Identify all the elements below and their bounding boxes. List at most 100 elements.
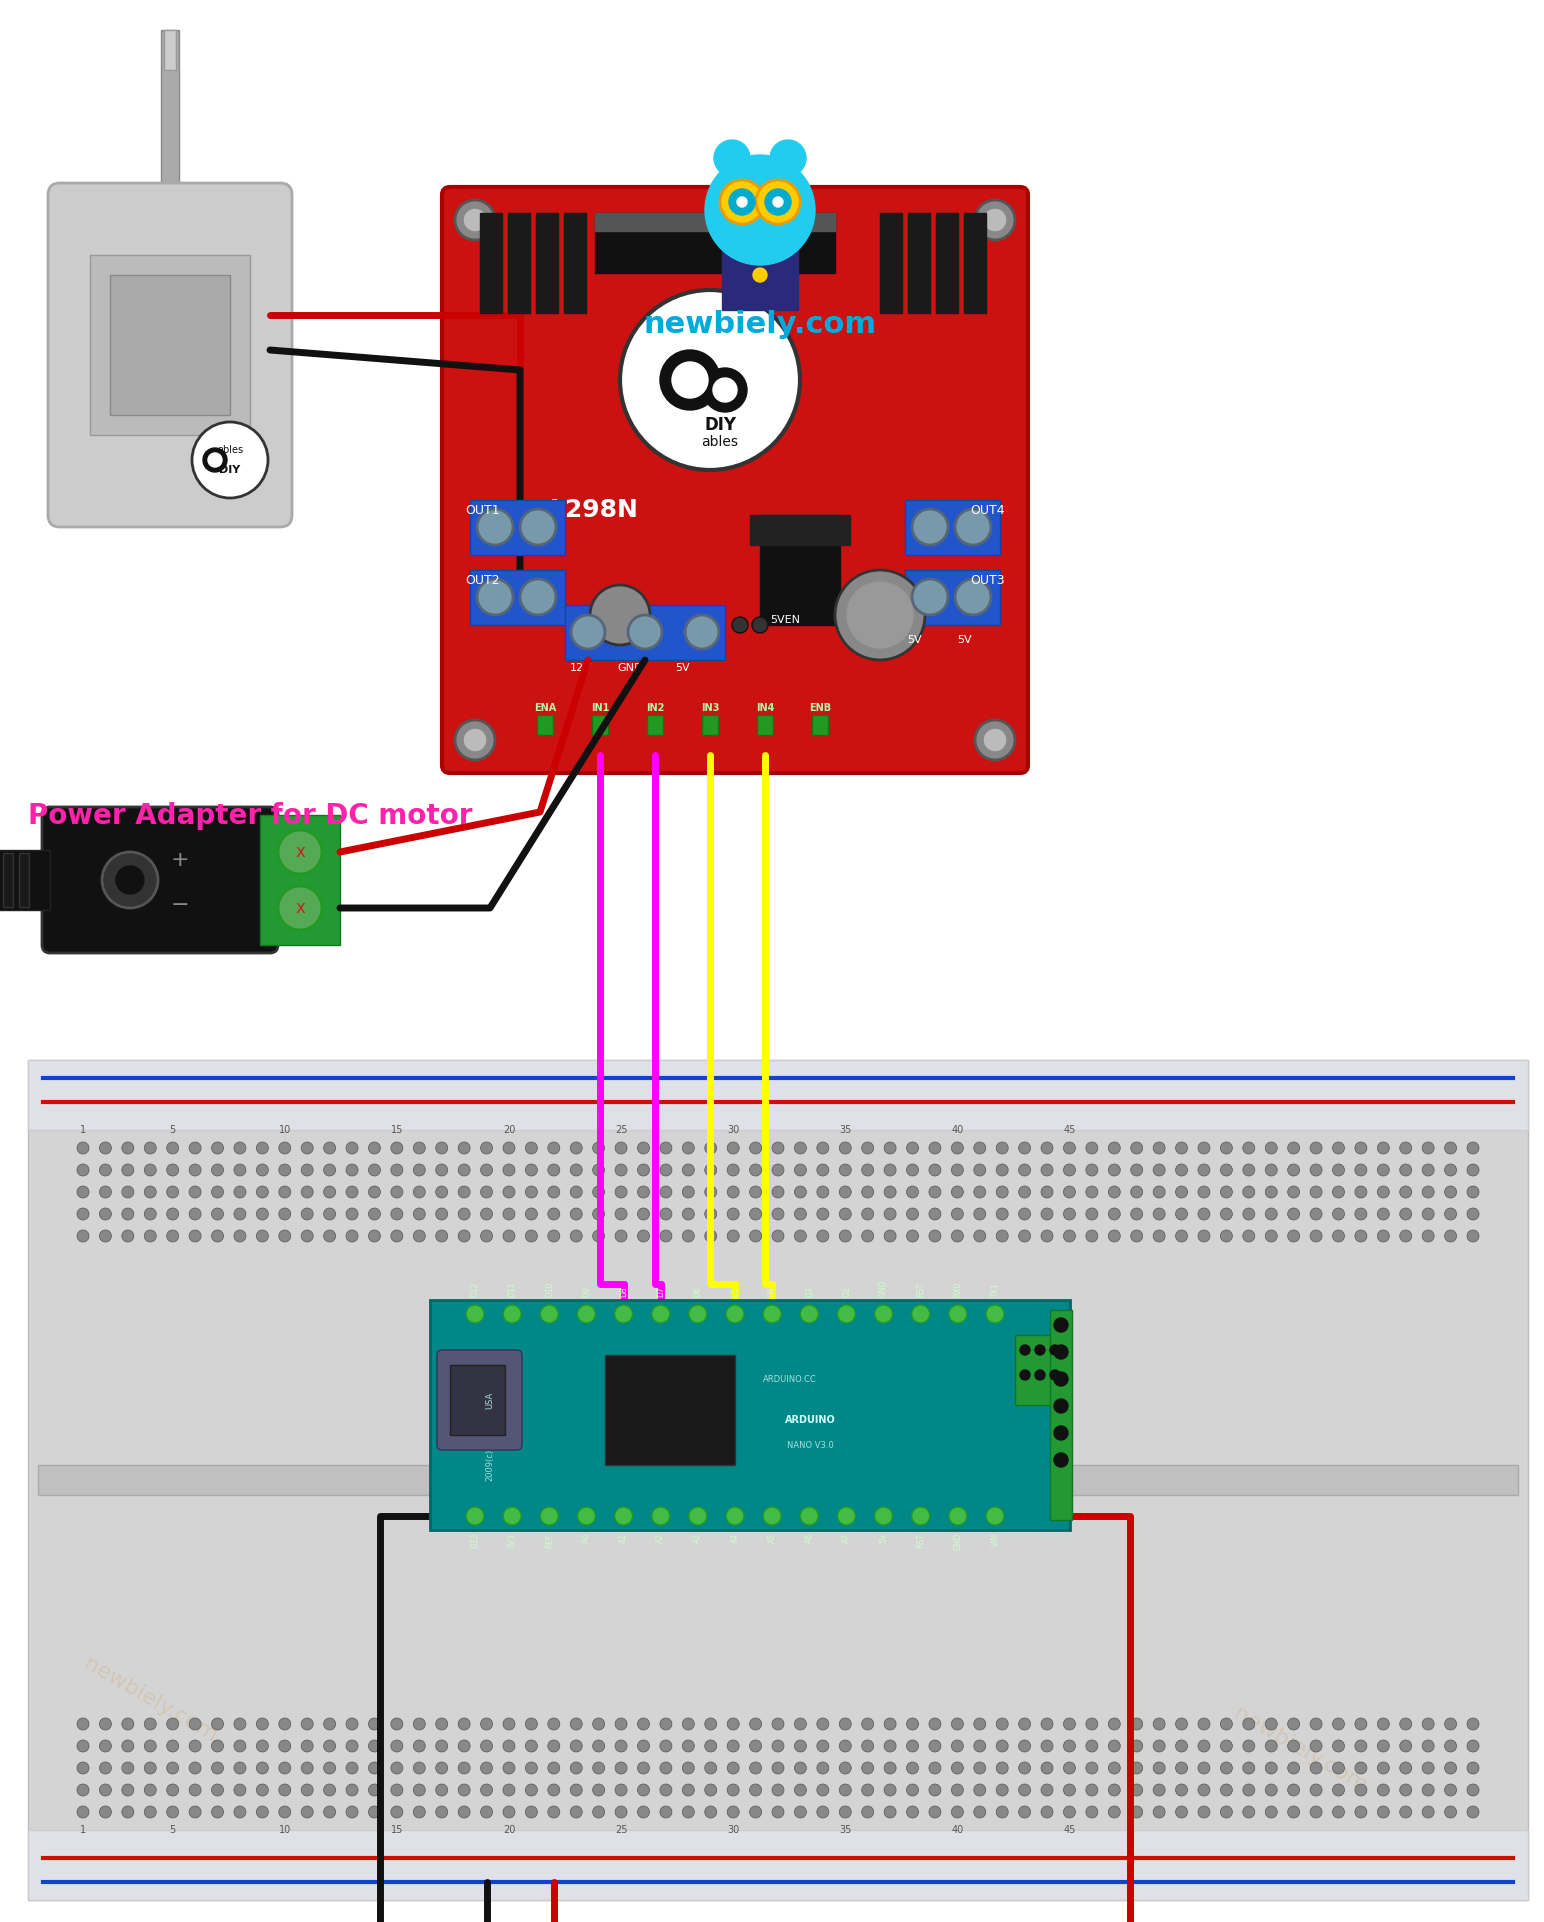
Bar — [905, 571, 1001, 625]
Circle shape — [1085, 1186, 1098, 1197]
Circle shape — [1356, 1186, 1366, 1197]
Circle shape — [525, 1739, 537, 1753]
Circle shape — [615, 1186, 627, 1197]
Text: RST: RST — [916, 1534, 925, 1547]
Circle shape — [1422, 1762, 1434, 1774]
Circle shape — [1153, 1739, 1166, 1753]
Text: 5V: 5V — [675, 663, 690, 673]
Circle shape — [840, 1142, 851, 1153]
Circle shape — [682, 1209, 695, 1220]
Circle shape — [1041, 1209, 1053, 1220]
Circle shape — [1034, 1345, 1045, 1355]
Circle shape — [1467, 1142, 1479, 1153]
Circle shape — [548, 1739, 560, 1753]
Circle shape — [122, 1784, 134, 1795]
Circle shape — [77, 1718, 90, 1730]
Circle shape — [1041, 1739, 1053, 1753]
Circle shape — [571, 615, 605, 650]
Circle shape — [615, 1209, 627, 1220]
Circle shape — [480, 1186, 493, 1197]
Circle shape — [795, 1230, 806, 1242]
Circle shape — [235, 1230, 245, 1242]
Circle shape — [727, 1784, 740, 1795]
Circle shape — [1332, 1784, 1345, 1795]
Circle shape — [1309, 1209, 1322, 1220]
Circle shape — [1175, 1209, 1187, 1220]
Circle shape — [301, 1784, 313, 1795]
Circle shape — [1153, 1186, 1166, 1197]
Text: IN4: IN4 — [757, 703, 774, 713]
Circle shape — [1085, 1230, 1098, 1242]
Circle shape — [188, 1718, 201, 1730]
Circle shape — [1019, 1718, 1030, 1730]
Circle shape — [817, 1807, 829, 1818]
Circle shape — [996, 1186, 1008, 1197]
Circle shape — [144, 1142, 156, 1153]
Circle shape — [414, 1142, 425, 1153]
Circle shape — [369, 1142, 380, 1153]
Circle shape — [212, 1718, 224, 1730]
Circle shape — [749, 1230, 761, 1242]
Circle shape — [795, 1762, 806, 1774]
Circle shape — [1085, 1807, 1098, 1818]
Text: A1: A1 — [619, 1534, 628, 1543]
Circle shape — [77, 1186, 90, 1197]
Text: D10: D10 — [545, 1282, 554, 1297]
Circle shape — [1265, 1142, 1277, 1153]
Circle shape — [840, 1718, 851, 1730]
Circle shape — [1019, 1807, 1030, 1818]
Circle shape — [1265, 1807, 1277, 1818]
Text: OUT1: OUT1 — [465, 504, 500, 517]
Circle shape — [1175, 1807, 1187, 1818]
Circle shape — [689, 1507, 707, 1524]
Circle shape — [1445, 1142, 1456, 1153]
Circle shape — [414, 1718, 425, 1730]
Circle shape — [1085, 1739, 1098, 1753]
Circle shape — [235, 1186, 245, 1197]
Circle shape — [99, 1230, 111, 1242]
Circle shape — [1377, 1807, 1390, 1818]
Circle shape — [391, 1739, 403, 1753]
Circle shape — [1064, 1230, 1076, 1242]
Circle shape — [548, 1209, 560, 1220]
Circle shape — [324, 1718, 335, 1730]
Circle shape — [638, 1739, 650, 1753]
Circle shape — [885, 1142, 896, 1153]
Circle shape — [1377, 1784, 1390, 1795]
Circle shape — [1445, 1762, 1456, 1774]
Circle shape — [116, 867, 144, 894]
Circle shape — [1021, 1345, 1030, 1355]
Circle shape — [1332, 1186, 1345, 1197]
Text: D11: D11 — [508, 1282, 517, 1297]
Circle shape — [772, 1165, 784, 1176]
Circle shape — [974, 200, 1014, 240]
Circle shape — [1445, 1718, 1456, 1730]
Circle shape — [1220, 1209, 1232, 1220]
Circle shape — [503, 1305, 522, 1322]
Circle shape — [727, 1762, 740, 1774]
Circle shape — [324, 1165, 335, 1176]
Circle shape — [1109, 1807, 1121, 1818]
Circle shape — [525, 1807, 537, 1818]
Circle shape — [764, 188, 791, 215]
Circle shape — [1198, 1186, 1210, 1197]
Circle shape — [974, 1739, 985, 1753]
Circle shape — [167, 1718, 179, 1730]
Text: 25: 25 — [615, 1826, 627, 1836]
Bar — [469, 571, 565, 625]
Circle shape — [1445, 1784, 1456, 1795]
Text: x: x — [295, 844, 304, 861]
Circle shape — [1265, 1165, 1277, 1176]
Circle shape — [885, 1230, 896, 1242]
Circle shape — [1332, 1762, 1345, 1774]
Circle shape — [772, 1739, 784, 1753]
Bar — [19, 853, 29, 907]
Circle shape — [974, 721, 1014, 759]
Circle shape — [951, 1762, 963, 1774]
Circle shape — [1400, 1784, 1411, 1795]
Bar — [537, 715, 553, 734]
Circle shape — [122, 1165, 134, 1176]
Circle shape — [1153, 1718, 1166, 1730]
Circle shape — [817, 1142, 829, 1153]
Circle shape — [391, 1807, 403, 1818]
